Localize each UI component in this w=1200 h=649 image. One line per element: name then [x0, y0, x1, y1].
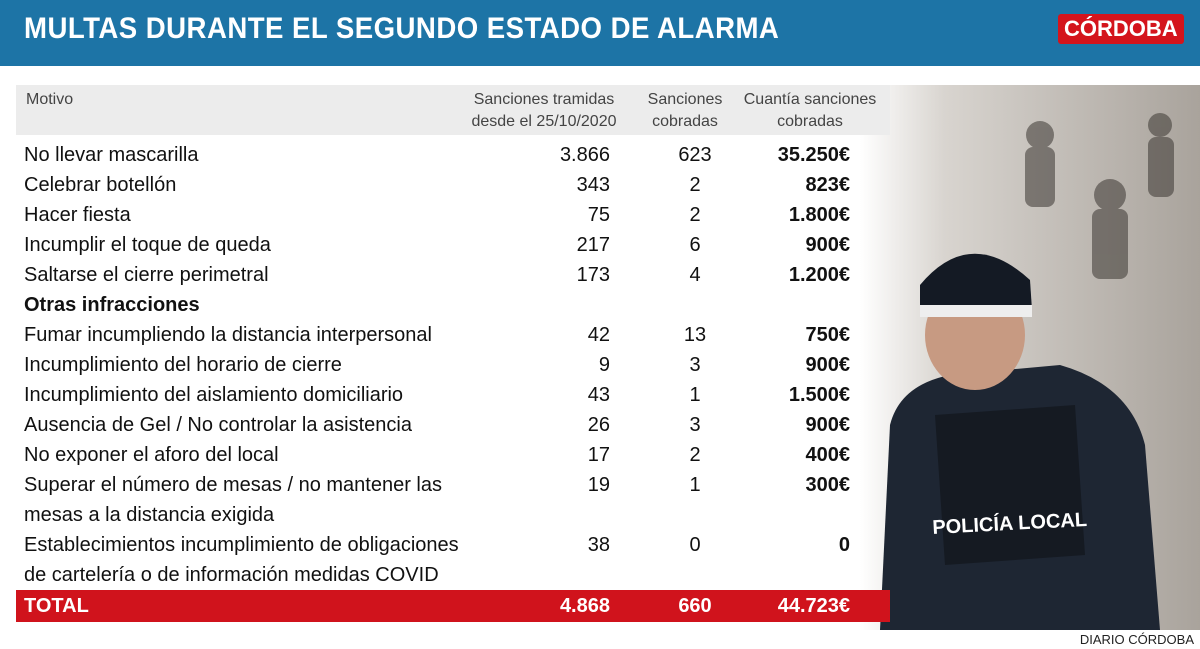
brand: CÓRDOBA [1058, 14, 1184, 44]
cobradas: 2 [689, 444, 701, 466]
row-label: Fumar incumpliendo la distancia interper… [24, 324, 432, 346]
cobradas: 4 [689, 264, 701, 286]
cuantia: 900€ [805, 234, 851, 256]
row-label: Superar el número de mesas / no mantener… [24, 474, 442, 496]
total-tramitadas: 4.868 [559, 595, 610, 617]
tramitadas: 17 [587, 444, 610, 466]
cobradas: 1 [689, 474, 701, 496]
header-bar [0, 0, 1200, 66]
row-label: Incumplimiento del aislamiento domicilia… [24, 384, 404, 406]
row-label: Incumplir el toque de queda [24, 234, 271, 256]
cuantia: 1.500€ [788, 384, 850, 406]
tramitadas: 9 [598, 354, 610, 376]
column-header: Motivo [26, 91, 74, 108]
total-row [16, 590, 890, 622]
column-header: Sanciones tramidas [473, 91, 615, 108]
tramitadas: 19 [587, 474, 610, 496]
table-header [16, 85, 890, 135]
tramitadas: 173 [576, 264, 610, 286]
cuantia: 400€ [805, 444, 851, 466]
cobradas: 6 [689, 234, 701, 256]
row-label: No exponer el aforo del local [24, 444, 279, 466]
photo: POLICÍA LOCAL [860, 85, 1200, 630]
tramitadas: 43 [587, 384, 610, 406]
row-label: Establecimientos incumplimiento de oblig… [24, 534, 459, 556]
total-cuantia: 44.723€ [777, 595, 850, 617]
title: MULTAS DURANTE EL SEGUNDO ESTADO DE ALAR… [24, 12, 780, 45]
tramitadas: 217 [576, 234, 610, 256]
column-header: desde el 25/10/2020 [471, 113, 617, 130]
row-label: Incumplimiento del horario de cierre [24, 354, 342, 376]
officer-cap [920, 253, 1032, 317]
column-header: cobradas [652, 113, 718, 130]
tramitadas: 42 [587, 324, 610, 346]
row-label: de cartelería o de información medidas C… [24, 564, 439, 586]
total-label: TOTAL [24, 595, 89, 617]
row-label: Celebrar botellón [24, 174, 177, 196]
cuantia: 300€ [805, 474, 851, 496]
tramitadas: 26 [587, 414, 610, 436]
cap-band [920, 305, 1032, 317]
tramitadas: 343 [576, 174, 610, 196]
officer-vest [935, 405, 1085, 565]
cobradas: 2 [689, 204, 701, 226]
cuantia: 1.200€ [788, 264, 850, 286]
cobradas: 0 [689, 534, 701, 556]
cuantia: 1.800€ [788, 204, 850, 226]
cobradas: 3 [689, 414, 701, 436]
cuantia: 0 [838, 534, 850, 556]
cuantia: 823€ [805, 174, 851, 196]
cobradas: 13 [683, 324, 707, 346]
cuantia: 900€ [805, 354, 851, 376]
tramitadas: 75 [587, 204, 610, 226]
cobradas: 623 [678, 144, 712, 166]
row-label: No llevar mascarilla [24, 144, 199, 166]
cuantia: 750€ [805, 324, 851, 346]
column-header: Sanciones [647, 91, 723, 108]
column-header: cobradas [777, 113, 843, 130]
row-label: Ausencia de Gel / No controlar la asiste… [24, 414, 412, 436]
section-label: Otras infracciones [24, 294, 200, 316]
column-header: Cuantía sanciones [743, 91, 877, 108]
credit: DIARIO CÓRDOBA [1079, 632, 1194, 647]
tramitadas: 38 [587, 534, 610, 556]
row-label: Saltarse el cierre perimetral [24, 264, 269, 286]
cobradas: 3 [689, 354, 701, 376]
row-label: mesas a la distancia exigida [24, 504, 275, 526]
cobradas: 1 [689, 384, 701, 406]
total-cobradas: 660 [678, 595, 712, 617]
cobradas: 2 [689, 174, 701, 196]
tramitadas: 3.866 [559, 144, 610, 166]
cuantia: 900€ [805, 414, 851, 436]
terrace-people [1025, 113, 1174, 279]
row-label: Hacer fiesta [24, 204, 131, 226]
cuantia: 35.250€ [777, 144, 850, 166]
